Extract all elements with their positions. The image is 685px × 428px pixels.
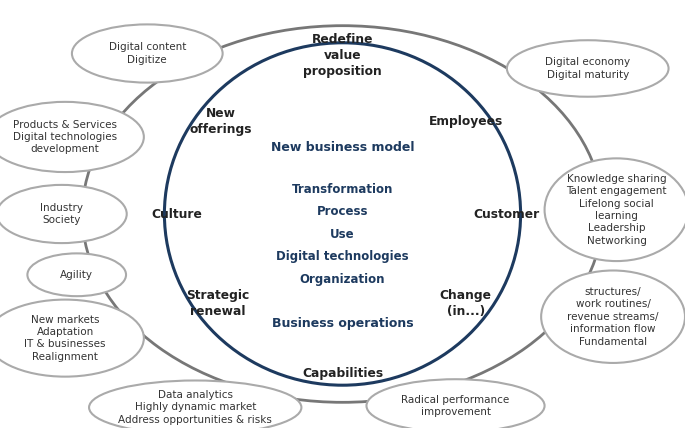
Text: New business model: New business model xyxy=(271,141,414,154)
Text: New
offerings: New offerings xyxy=(189,107,252,137)
Text: Products & Services
Digital technologies
development: Products & Services Digital technologies… xyxy=(13,119,117,155)
Text: Transformation: Transformation xyxy=(292,183,393,196)
Text: Culture: Culture xyxy=(151,208,202,220)
Ellipse shape xyxy=(89,380,301,428)
Text: Change
(in...): Change (in...) xyxy=(440,289,492,318)
Ellipse shape xyxy=(0,300,144,377)
Text: Capabilities: Capabilities xyxy=(302,367,383,380)
Text: Industry
Society: Industry Society xyxy=(40,203,83,225)
Text: Organization: Organization xyxy=(300,273,385,286)
Text: Employees: Employees xyxy=(429,116,503,128)
Ellipse shape xyxy=(0,102,144,172)
Text: Process: Process xyxy=(316,205,369,218)
Text: Redefine
value
proposition: Redefine value proposition xyxy=(303,33,382,78)
Text: Digital economy
Digital maturity: Digital economy Digital maturity xyxy=(545,57,630,80)
Text: Customer: Customer xyxy=(474,208,540,220)
Text: Agility: Agility xyxy=(60,270,93,280)
Ellipse shape xyxy=(366,379,545,428)
Text: Radical performance
improvement: Radical performance improvement xyxy=(401,395,510,417)
Text: Use: Use xyxy=(330,228,355,241)
Text: Data analytics
Highly dynamic market
Address opportunities & risks: Data analytics Highly dynamic market Add… xyxy=(119,390,272,425)
Ellipse shape xyxy=(541,270,685,363)
Ellipse shape xyxy=(545,158,685,261)
Text: Digital content
Digitize: Digital content Digitize xyxy=(109,42,186,65)
Text: New markets
Adaptation
IT & businesses
Realignment: New markets Adaptation IT & businesses R… xyxy=(25,315,105,362)
Text: Business operations: Business operations xyxy=(272,317,413,330)
Ellipse shape xyxy=(0,185,127,243)
Ellipse shape xyxy=(27,253,126,296)
Text: Knowledge sharing
Talent engagement
Lifelong social
learning
Leadership
Networki: Knowledge sharing Talent engagement Life… xyxy=(566,174,667,246)
Ellipse shape xyxy=(72,24,223,83)
Ellipse shape xyxy=(507,40,669,97)
Text: Strategic
renewal: Strategic renewal xyxy=(186,289,249,318)
Text: structures/
work routines/
revenue streams/
information flow
Fundamental: structures/ work routines/ revenue strea… xyxy=(567,287,659,347)
Text: Digital technologies: Digital technologies xyxy=(276,250,409,263)
